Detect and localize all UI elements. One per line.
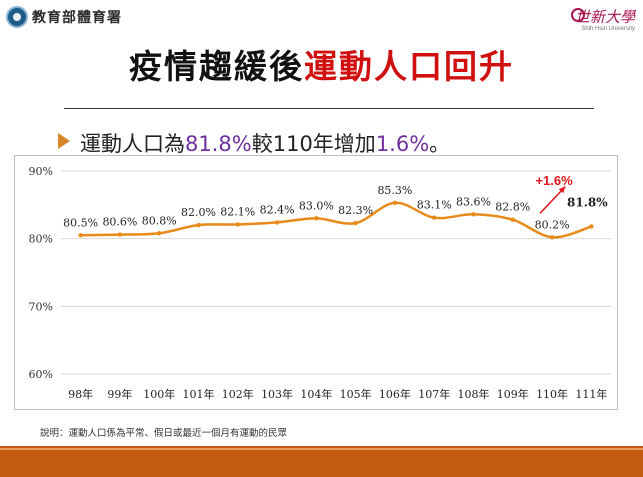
- data-label: 80.6%: [102, 216, 137, 229]
- data-point: [196, 222, 201, 228]
- y-tick-label: 60%: [29, 368, 53, 381]
- summary-text-1: 運動人口為: [80, 132, 185, 156]
- data-label: 82.0%: [181, 206, 216, 219]
- data-point: [235, 222, 240, 227]
- data-label: 80.8%: [142, 214, 177, 227]
- x-tick-label: 110年: [536, 387, 568, 401]
- summary-value-2: 1.6%: [375, 132, 430, 156]
- x-tick-label: 107年: [418, 387, 450, 401]
- annotation-label: +1.6%: [535, 173, 573, 188]
- university-name-en: Shih Hsin University: [581, 26, 635, 32]
- x-tick-label: 102年: [222, 387, 254, 401]
- data-point: [314, 216, 319, 221]
- slide-title: 疫情趨緩後運動人口回升: [0, 40, 643, 88]
- y-tick-label: 80%: [29, 233, 53, 246]
- x-tick-label: 108年: [458, 387, 490, 401]
- data-label: 82.4%: [260, 203, 295, 216]
- x-tick-label: 111年: [575, 387, 607, 401]
- x-tick-label: 98年: [68, 387, 93, 401]
- data-label: 82.3%: [338, 204, 373, 217]
- data-point: [353, 220, 358, 226]
- annotation-arrow-head: [558, 186, 566, 194]
- series-line: [80, 201, 592, 239]
- ministry-seal-icon: [6, 6, 28, 28]
- chart-svg: 90% 80% 70% 60% 98年 99年 100年 101年 102年 103年 104年 10…: [29, 165, 611, 401]
- title-highlight: 運動人口回升: [304, 47, 514, 86]
- title-part1: 疫情趨緩後: [129, 47, 304, 86]
- data-point: [510, 217, 515, 222]
- x-tick-label: 105年: [340, 387, 372, 401]
- x-tick-label: 106年: [379, 387, 411, 401]
- line-chart: 90% 80% 70% 60% 98年 99年 100年 101年 102年 103年 104年 10…: [14, 155, 618, 410]
- ministry-name: 教育部體育署: [32, 10, 122, 26]
- data-point: [471, 212, 476, 217]
- footer-band: [0, 446, 643, 477]
- x-tick-label: 100年: [143, 387, 175, 401]
- data-label: 83.0%: [299, 199, 334, 212]
- data-label: 81.8%: [567, 195, 608, 209]
- ministry-logo: 教育部體育署: [6, 6, 122, 28]
- data-label: 80.2%: [535, 218, 570, 231]
- title-divider: [64, 108, 594, 109]
- data-point: [392, 200, 398, 206]
- x-tick-label: 103年: [261, 387, 293, 401]
- footer-band-line: [0, 448, 643, 450]
- footnote: 說明：運動人口係為平常、假日或最近一個月有運動的民眾: [40, 428, 288, 439]
- data-point: [274, 220, 280, 225]
- data-label: 82.1%: [220, 205, 255, 218]
- y-tick-label: 70%: [29, 300, 53, 313]
- data-point: [549, 235, 555, 240]
- data-point: [157, 231, 162, 236]
- x-tick-label: 99年: [107, 387, 132, 401]
- data-point: [78, 233, 83, 238]
- x-tick-label: 104年: [300, 387, 332, 401]
- bullet-arrow-icon: [58, 133, 70, 149]
- data-label: 82.8%: [495, 201, 530, 214]
- summary-value-1: 81.8%: [185, 132, 252, 156]
- x-tick-label: 101年: [183, 387, 215, 401]
- summary-line: 運動人口為81.8%較110年增加1.6%。: [80, 128, 450, 158]
- y-tick-label: 90%: [29, 165, 53, 178]
- data-label: 83.1%: [417, 199, 452, 212]
- summary-text-3: 。: [429, 132, 451, 156]
- data-label: 85.3%: [377, 184, 412, 197]
- data-label: 83.6%: [456, 195, 491, 208]
- data-label: 80.5%: [63, 216, 98, 229]
- x-tick-label: 109年: [497, 387, 529, 401]
- data-point: [432, 215, 437, 220]
- university-name: 世新大學: [574, 8, 635, 26]
- university-logo: 世新大學 Shih Hsin University: [565, 6, 635, 36]
- data-point: [117, 232, 123, 237]
- data-point: [589, 224, 594, 229]
- summary-text-2: 較110年增加: [251, 132, 376, 156]
- university-emblem-icon: [571, 8, 585, 22]
